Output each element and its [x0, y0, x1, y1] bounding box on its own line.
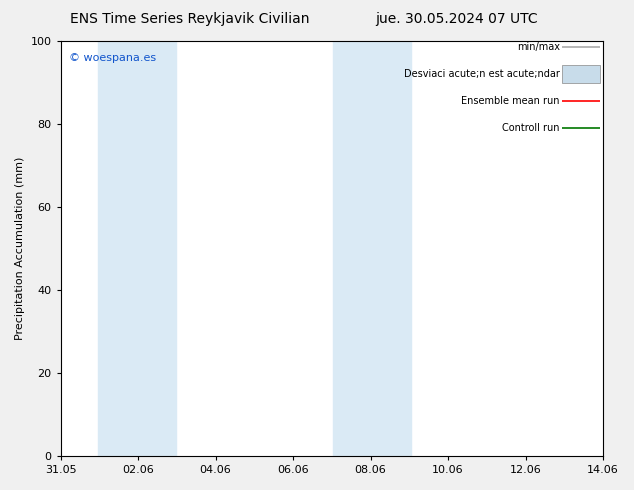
Bar — [333, 41, 411, 456]
Text: © woespana.es: © woespana.es — [68, 53, 156, 64]
Text: Ensemble mean run: Ensemble mean run — [461, 96, 560, 106]
Y-axis label: Precipitation Accumulation (mm): Precipitation Accumulation (mm) — [15, 157, 25, 340]
Text: Controll run: Controll run — [502, 123, 560, 133]
Text: jue. 30.05.2024 07 UTC: jue. 30.05.2024 07 UTC — [375, 12, 538, 26]
Bar — [98, 41, 176, 456]
Text: Desviaci acute;n est acute;ndar: Desviaci acute;n est acute;ndar — [404, 69, 560, 79]
Text: min/max: min/max — [517, 42, 560, 52]
Bar — [562, 65, 600, 83]
Text: ENS Time Series Reykjavik Civilian: ENS Time Series Reykjavik Civilian — [70, 12, 310, 26]
